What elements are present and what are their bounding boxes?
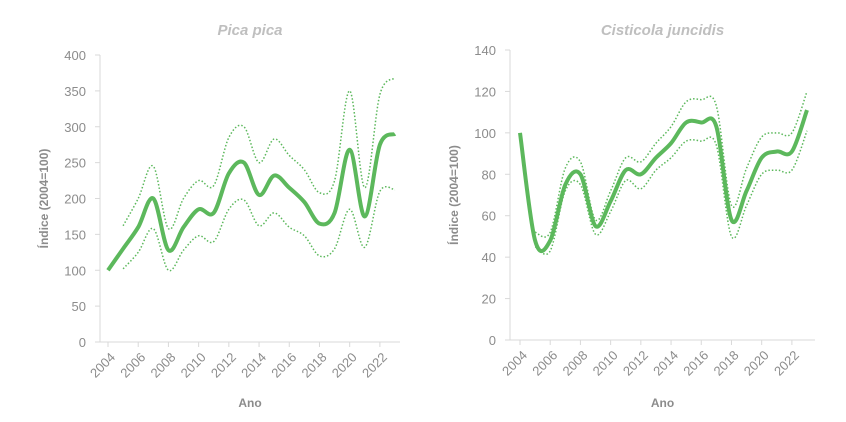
y-tick-label: 400 <box>64 48 86 63</box>
y-tick-label: 150 <box>64 227 86 242</box>
x-tick-label: 2022 <box>359 350 390 381</box>
x-axis-label: Ano <box>238 396 261 410</box>
y-tick-label: 0 <box>79 335 86 350</box>
y-tick-label: 40 <box>482 250 496 265</box>
chart-title: Cisticola juncidis <box>601 22 724 39</box>
x-tick-label: 2010 <box>590 348 621 379</box>
y-tick-label: 250 <box>64 156 86 171</box>
x-tick-label: 2004 <box>87 350 118 381</box>
y-tick-label: 20 <box>482 292 496 307</box>
y-axis-label: Índice (2004=100) <box>36 149 51 249</box>
x-tick-label: 2008 <box>147 350 178 381</box>
x-tick-label: 2014 <box>238 350 269 381</box>
y-axis-label: Índice (2004=100) <box>446 145 461 245</box>
x-tick-label: 2008 <box>559 348 590 379</box>
y-tick-label: 140 <box>474 43 496 58</box>
x-tick-label: 2018 <box>299 350 330 381</box>
y-tick-label: 200 <box>64 192 86 207</box>
series-line <box>518 109 809 253</box>
y-tick-label: 60 <box>482 209 496 224</box>
x-tick-label: 2006 <box>529 348 560 379</box>
series-line <box>534 91 808 238</box>
y-tick-label: 100 <box>474 126 496 141</box>
series-line <box>534 130 808 256</box>
x-tick-label: 2006 <box>117 350 148 381</box>
x-tick-label: 2012 <box>208 350 239 381</box>
y-tick-label: 300 <box>64 120 86 135</box>
x-tick-label: 2020 <box>741 348 772 379</box>
x-tick-label: 2004 <box>499 348 530 379</box>
x-axis-label: Ano <box>651 396 674 410</box>
y-tick-label: 120 <box>474 84 496 99</box>
series-line <box>122 77 396 230</box>
y-tick-label: 100 <box>64 263 86 278</box>
series-line <box>122 185 396 272</box>
x-tick-label: 2016 <box>268 350 299 381</box>
chart-title: Pica pica <box>217 22 282 39</box>
y-tick-label: 350 <box>64 84 86 99</box>
x-tick-label: 2014 <box>650 348 681 379</box>
x-tick-label: 2022 <box>771 348 802 379</box>
y-tick-label: 80 <box>482 167 496 182</box>
x-tick-label: 2012 <box>620 348 651 379</box>
x-tick-label: 2020 <box>329 350 360 381</box>
series-line <box>106 132 397 272</box>
y-tick-label: 50 <box>72 299 86 314</box>
x-tick-label: 2016 <box>680 348 711 379</box>
y-tick-label: 0 <box>489 333 496 348</box>
x-tick-label: 2010 <box>178 350 209 381</box>
x-tick-label: 2018 <box>711 348 742 379</box>
